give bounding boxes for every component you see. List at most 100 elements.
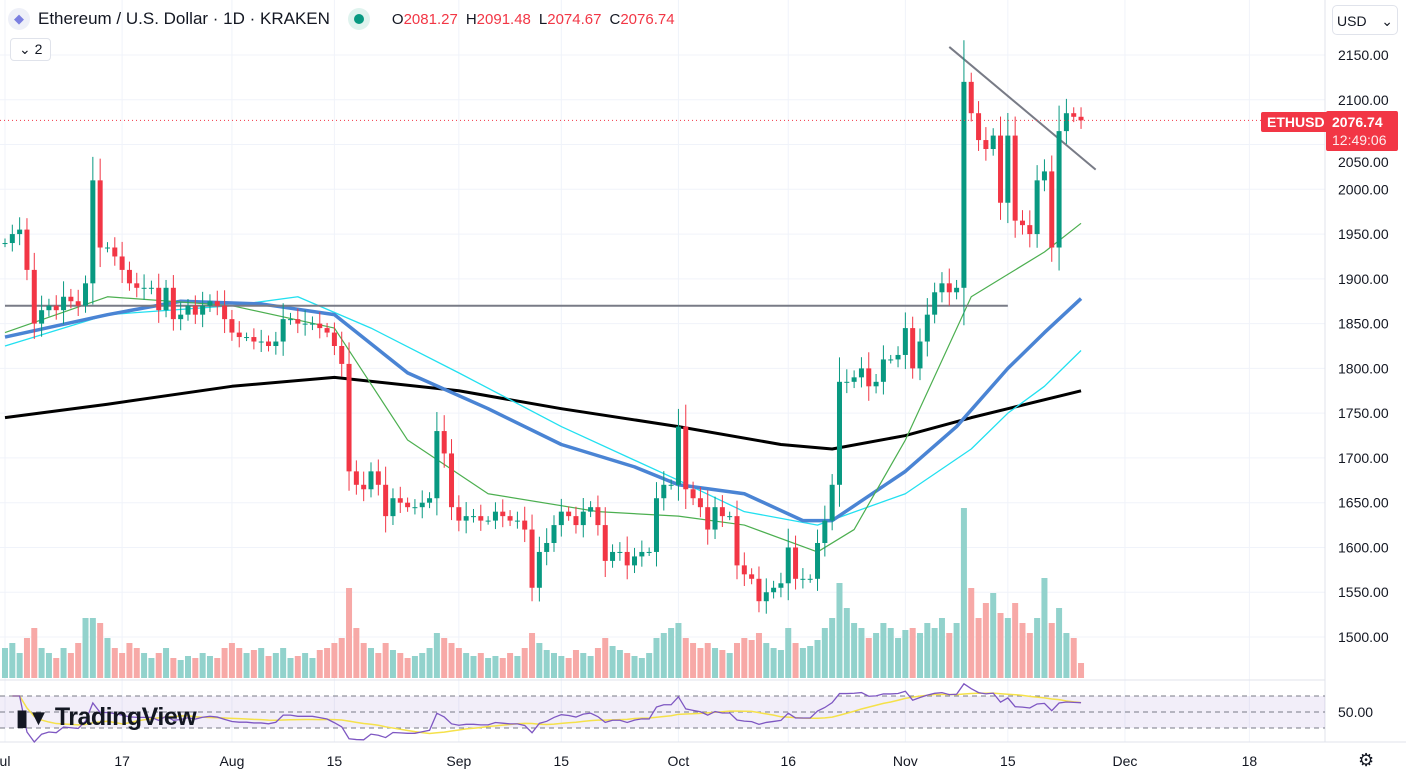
volume-bar: [492, 656, 499, 678]
close-label: C: [609, 10, 621, 28]
candle-body: [353, 471, 359, 485]
candle-body: [946, 283, 952, 293]
volume-bar: [294, 656, 301, 678]
volume-bar: [521, 648, 528, 678]
candle-body: [653, 498, 659, 552]
candle-body: [741, 565, 747, 575]
candle-body: [610, 551, 616, 561]
candle-body: [163, 287, 169, 311]
volume-bar: [1012, 603, 1019, 678]
candle-body: [815, 542, 821, 579]
candle-body: [734, 516, 740, 566]
indicators-toggle-button[interactable]: ⌄ 2: [10, 38, 52, 61]
candle-body: [251, 337, 257, 342]
candle-body: [727, 516, 733, 518]
volume-bar: [97, 623, 104, 678]
volume-bar: [177, 660, 184, 678]
volume-bar: [880, 623, 887, 678]
candle-body: [295, 319, 301, 324]
x-tick-label: 15: [1000, 753, 1016, 769]
volume-bar: [1019, 623, 1026, 678]
volume-bar: [690, 643, 697, 678]
volume-bar: [1026, 633, 1033, 678]
candle-body: [273, 341, 279, 347]
candle-body: [763, 592, 769, 602]
candle-body: [53, 305, 59, 311]
volume-bar: [551, 653, 557, 678]
candle-body: [851, 377, 857, 382]
y-tick-label: 1650.00: [1338, 495, 1389, 511]
volume-bar: [873, 633, 880, 678]
candle-body: [185, 305, 191, 315]
market-status-icon[interactable]: [347, 8, 370, 30]
volume-bar: [938, 618, 945, 678]
candle-body: [9, 234, 15, 244]
candle-body: [712, 507, 718, 530]
candle-body: [551, 525, 557, 543]
candle-body: [500, 511, 506, 517]
volume-bar: [368, 648, 374, 678]
candle-body: [449, 453, 455, 508]
settings-gear-icon[interactable]: ⚙: [1358, 750, 1375, 770]
candle-body: [383, 484, 389, 517]
y-tick-label: 1700.00: [1338, 450, 1389, 466]
volume-bar: [75, 643, 82, 678]
volume-bar: [748, 640, 755, 678]
candle-body: [412, 507, 418, 509]
volume-bar: [448, 643, 455, 678]
volume-bar: [258, 648, 265, 678]
volume-bar: [1078, 663, 1085, 678]
tradingview-logo[interactable]: ▮▼ TradingView: [16, 703, 197, 731]
candle-body: [361, 484, 367, 490]
volume-bar: [441, 638, 448, 678]
candle-body: [90, 180, 96, 284]
x-tick-label: Nov: [893, 753, 918, 769]
volume-bar: [624, 653, 631, 678]
ethereum-icon: ◆: [8, 8, 30, 30]
candle-body: [866, 368, 872, 387]
candle-body: [544, 542, 550, 552]
candle-body: [902, 328, 908, 355]
candle-body: [566, 511, 572, 517]
volume-bar: [214, 658, 221, 678]
candle-body: [514, 520, 520, 522]
symbol-price-tag: ETHUSD: [1261, 112, 1331, 132]
currency-select[interactable]: USD ⌄: [1332, 5, 1398, 35]
x-tick-label: Oct: [668, 753, 690, 769]
volume-bar: [960, 508, 967, 678]
y-tick-label: 1550.00: [1338, 584, 1389, 600]
volume-bar: [543, 650, 550, 678]
ohlc-values: O2081.27 H2091.48 L2074.67 C2076.74: [392, 11, 675, 28]
y-tick-label: 2100.00: [1338, 92, 1389, 108]
volume-bar: [902, 630, 909, 678]
volume-bar: [653, 638, 660, 678]
candle-body: [492, 511, 498, 521]
candle-body: [705, 507, 711, 530]
candle-body: [778, 583, 784, 588]
candle-body: [112, 247, 118, 257]
volume-bar: [529, 633, 536, 678]
symbol-title[interactable]: Ethereum / U.S. Dollar · 1D · KRAKEN: [38, 9, 330, 28]
candle-body: [222, 305, 228, 320]
volume-bar: [594, 648, 601, 678]
ma-mid-line: [4, 297, 1083, 523]
y-tick-label: 1950.00: [1338, 226, 1389, 242]
volume-bar: [1056, 608, 1063, 678]
volume-bar: [133, 648, 140, 678]
candle-body: [661, 484, 667, 499]
candle-body: [75, 301, 81, 306]
candle-body: [463, 516, 469, 521]
candle-body: [148, 287, 154, 289]
candle-body: [807, 578, 813, 580]
candle-body: [126, 269, 132, 284]
candle-body: [61, 296, 67, 311]
volume-bar: [67, 653, 74, 678]
candle-body: [939, 283, 945, 293]
volume-bar: [697, 648, 704, 678]
y-tick-label: 1600.00: [1338, 539, 1389, 555]
volume-bar: [382, 643, 389, 678]
candle-body: [1078, 116, 1084, 121]
candle-body: [390, 498, 396, 517]
volume-bar: [558, 656, 565, 678]
